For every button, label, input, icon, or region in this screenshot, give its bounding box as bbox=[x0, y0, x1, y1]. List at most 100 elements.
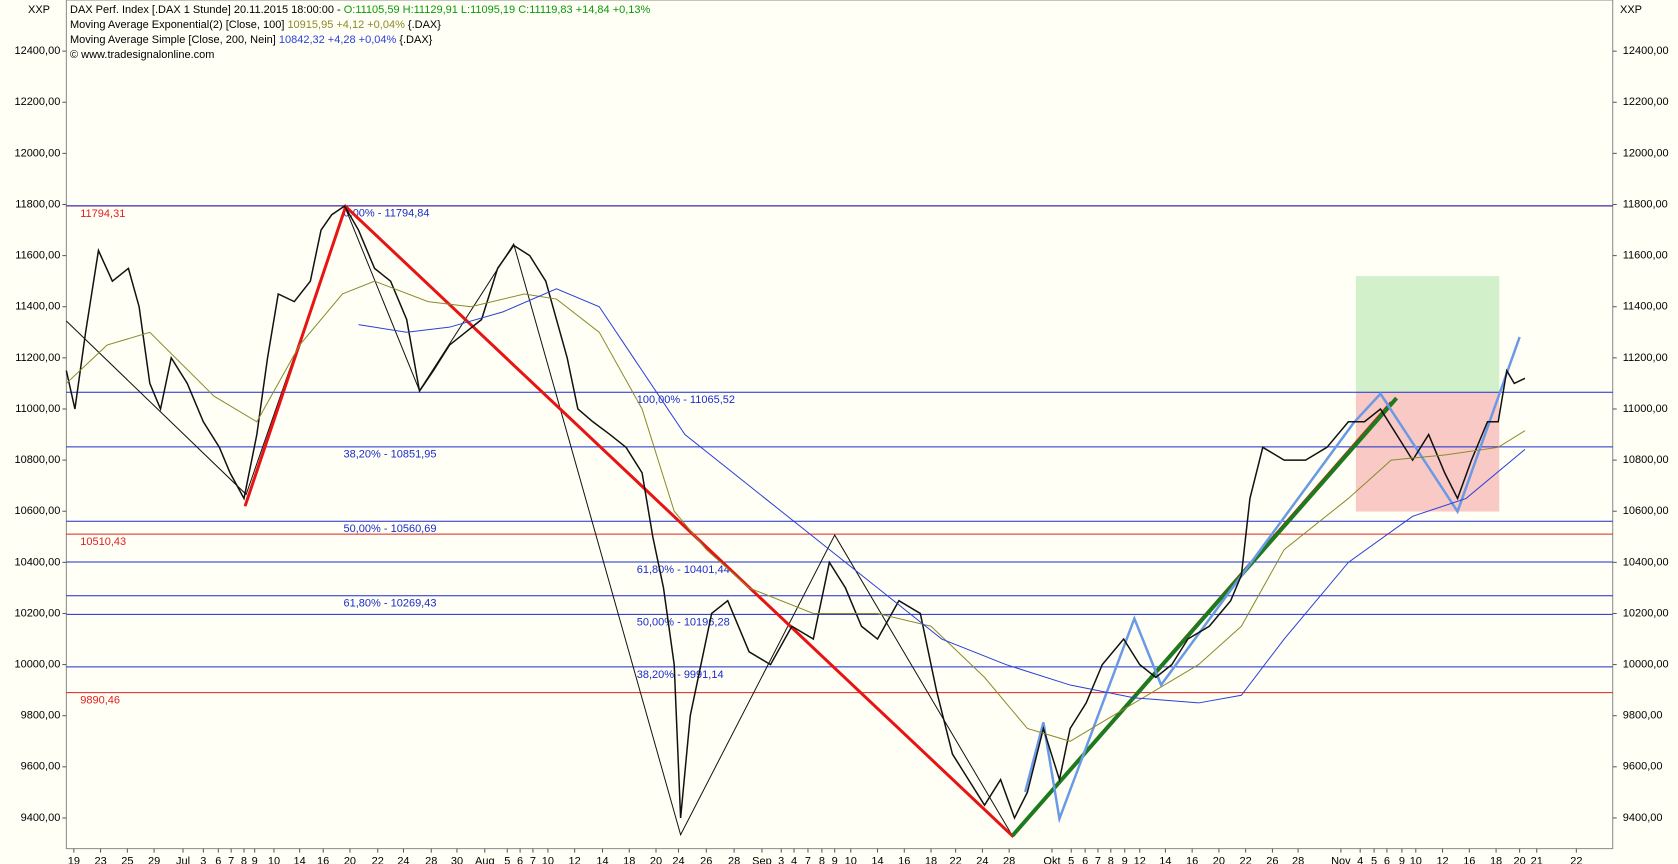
x-tick-label: 19 bbox=[68, 856, 80, 864]
y-tick-label: 11200,00 bbox=[1623, 352, 1668, 364]
x-tick-label: 16 bbox=[1186, 856, 1198, 864]
x-tick-label: 7 bbox=[805, 856, 811, 864]
x-tick-label: 18 bbox=[925, 856, 937, 864]
x-tick-label: 25 bbox=[121, 856, 133, 864]
price-line bbox=[66, 280, 1526, 742]
y-tick-label: 11000,00 bbox=[15, 403, 60, 415]
x-tick-label: 9 bbox=[832, 856, 838, 864]
x-tick-label: 8 bbox=[241, 856, 247, 864]
x-tick-label: 22 bbox=[1570, 856, 1582, 864]
x-tick-label: 22 bbox=[950, 856, 962, 864]
y-tick-label: 12200,00 bbox=[1623, 96, 1669, 108]
price-line bbox=[358, 288, 1526, 704]
level-label: 11794,31 bbox=[80, 208, 125, 220]
x-tick-label: 6 bbox=[215, 856, 221, 864]
y-tick-label: 10200,00 bbox=[1623, 607, 1669, 619]
x-tick-label: 8 bbox=[1108, 856, 1114, 864]
y-tick-label: 9600,00 bbox=[1623, 761, 1663, 773]
x-tick-label: 9 bbox=[1122, 856, 1128, 864]
y-tick-label: 10400,00 bbox=[14, 556, 60, 568]
y-tick-label: 10000,00 bbox=[14, 658, 60, 670]
x-tick-label: Sep bbox=[752, 856, 772, 864]
x-tick-label: 3 bbox=[778, 856, 784, 864]
x-tick-label: 14 bbox=[294, 856, 306, 864]
x-tick-label: Okt bbox=[1043, 856, 1060, 864]
y-tick-label: 11800,00 bbox=[15, 198, 60, 210]
x-tick-label: 8 bbox=[819, 856, 825, 864]
x-tick-label: 21 bbox=[1531, 856, 1543, 864]
x-tick-label: 24 bbox=[976, 856, 988, 864]
x-tick-label: 4 bbox=[1357, 856, 1363, 864]
x-tick-label: 14 bbox=[596, 856, 608, 864]
level-label: 61,80% - 10401,44 bbox=[637, 564, 730, 576]
header-line: Moving Average Exponential(2) [Close, 10… bbox=[70, 19, 444, 31]
x-tick-label: 26 bbox=[700, 856, 712, 864]
x-tick-label: 20 bbox=[344, 856, 356, 864]
x-tick-label: Nov bbox=[1331, 856, 1351, 864]
x-tick-label: 20 bbox=[650, 856, 662, 864]
y-tick-label: 10800,00 bbox=[14, 454, 60, 466]
y-tick-label: 11600,00 bbox=[1623, 250, 1668, 262]
y-tick-label: 11000,00 bbox=[1623, 403, 1668, 415]
x-tick-label: 24 bbox=[672, 856, 684, 864]
level-label: 100,00% - 11065,52 bbox=[637, 394, 735, 406]
y-tick-label: 10600,00 bbox=[14, 505, 60, 517]
x-tick-label: 7 bbox=[1095, 856, 1101, 864]
x-tick-label: 7 bbox=[228, 856, 234, 864]
y-tick-label: 12400,00 bbox=[1623, 45, 1669, 57]
header-line: © www.tradesignalonline.com bbox=[70, 49, 217, 61]
level-label: 50,00% - 10196,28 bbox=[637, 616, 730, 628]
x-tick-label: 12 bbox=[569, 856, 581, 864]
x-tick-label: 10 bbox=[845, 856, 857, 864]
x-tick-label: 5 bbox=[1068, 856, 1074, 864]
symbol: {.DAX} bbox=[407, 19, 441, 31]
wave-line bbox=[1023, 336, 1521, 824]
x-tick-label: 5 bbox=[1371, 856, 1377, 864]
x-tick-label: 16 bbox=[1463, 856, 1475, 864]
y-tick-label: 11600,00 bbox=[15, 250, 60, 262]
y-tick-label: 10600,00 bbox=[1623, 505, 1669, 517]
level-label: 9890,46 bbox=[80, 694, 120, 706]
x-tick-label: 16 bbox=[898, 856, 910, 864]
x-tick-label: 23 bbox=[94, 856, 106, 864]
y-tick-label: 12000,00 bbox=[1623, 147, 1669, 159]
y-tick-label: 12200,00 bbox=[14, 96, 60, 108]
level-label: 0,00% - 11794,84 bbox=[344, 208, 430, 220]
y-tick-label: 11800,00 bbox=[1623, 198, 1668, 210]
x-tick-label: 6 bbox=[517, 856, 523, 864]
x-tick-label: 6 bbox=[1082, 856, 1088, 864]
y-tick-label: 10400,00 bbox=[1623, 556, 1669, 568]
x-tick-label: 4 bbox=[791, 856, 797, 864]
x-tick-label: 18 bbox=[623, 856, 635, 864]
y-tick-label: 10200,00 bbox=[14, 607, 60, 619]
x-tick-label: 22 bbox=[1240, 856, 1252, 864]
zigzag-line bbox=[66, 207, 1013, 837]
x-tick-label: 12 bbox=[1134, 856, 1146, 864]
y-tick-label: 12000,00 bbox=[14, 147, 60, 159]
indicator-value: 10915,95 +4,12 +0,04% bbox=[287, 19, 405, 31]
x-tick-label: 10 bbox=[1410, 856, 1422, 864]
level-label: 38,20% - 9991,14 bbox=[637, 669, 724, 681]
x-tick-label: 22 bbox=[372, 856, 384, 864]
instrument: DAX Perf. Index [.DAX 1 Stunde] 20.11.20… bbox=[70, 4, 341, 16]
x-tick-label: 14 bbox=[871, 856, 883, 864]
x-tick-label: 3 bbox=[200, 856, 206, 864]
header-line: DAX Perf. Index [.DAX 1 Stunde] 20.11.20… bbox=[70, 4, 653, 16]
y-tick-label: 9400,00 bbox=[21, 812, 61, 824]
indicator-value: 10842,32 +4,28 +0,04% bbox=[278, 34, 397, 46]
x-tick-label: 28 bbox=[1292, 856, 1304, 864]
x-tick-label: 5 bbox=[504, 856, 510, 864]
target-zone bbox=[1355, 276, 1500, 393]
x-tick-label: 28 bbox=[425, 856, 437, 864]
x-tick-label: 28 bbox=[1003, 856, 1015, 864]
x-tick-label: 14 bbox=[1159, 856, 1171, 864]
x-tick-label: 9 bbox=[1399, 856, 1405, 864]
level-label: 38,20% - 10851,95 bbox=[344, 449, 437, 461]
x-tick-label: 26 bbox=[1266, 856, 1278, 864]
price-line bbox=[65, 204, 1526, 820]
y-tick-label: 11400,00 bbox=[1623, 301, 1668, 313]
x-tick-label: 24 bbox=[397, 856, 409, 864]
y-tick-label: 10000,00 bbox=[1623, 658, 1669, 670]
